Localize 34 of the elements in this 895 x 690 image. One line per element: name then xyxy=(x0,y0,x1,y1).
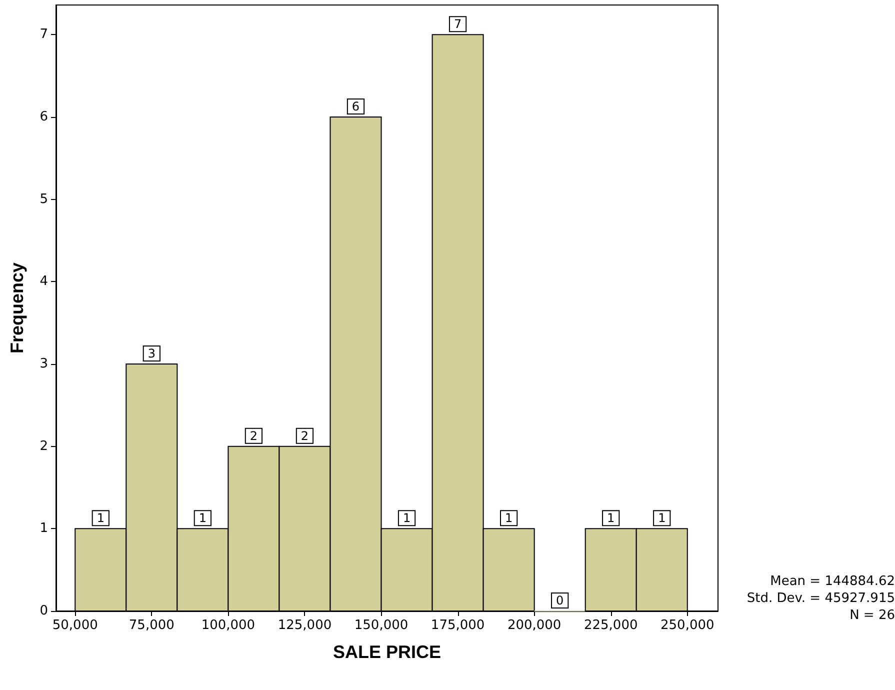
y-tick-label: 3 xyxy=(40,356,48,372)
x-tick-label: 225,000 xyxy=(584,618,638,633)
data-label: 1 xyxy=(96,511,104,526)
text: N = 26 xyxy=(850,608,895,623)
x-tick-label: 150,000 xyxy=(354,618,408,633)
data-label: 6 xyxy=(352,99,360,114)
x-tick-label: 175,000 xyxy=(430,618,485,633)
x-tick-label: 125,000 xyxy=(278,618,332,633)
data-label: 1 xyxy=(198,511,207,526)
data-label: 2 xyxy=(300,428,309,443)
x-tick-label: 100,000 xyxy=(201,618,256,633)
data-label: 2 xyxy=(250,428,258,443)
data-label: 0 xyxy=(556,594,564,608)
data-label: 1 xyxy=(607,511,615,526)
x-tick-label: 75,000 xyxy=(128,618,174,633)
data-label: 7 xyxy=(454,17,462,32)
text: Std. Dev. = 45927.915 xyxy=(746,591,895,606)
y-tick-label: 2 xyxy=(40,438,48,454)
x-tick-label: 250,000 xyxy=(660,618,714,633)
data-label: 1 xyxy=(658,511,666,526)
x-axis-title: SALE PRICE xyxy=(332,642,442,662)
y-tick-label: 7 xyxy=(40,27,48,42)
x-tick-label: 50,000 xyxy=(52,618,98,633)
y-tick-label: 4 xyxy=(40,274,48,290)
text: Mean = 144884.62 xyxy=(770,574,895,589)
y-tick-label: 5 xyxy=(40,192,48,207)
y-tick-label: 6 xyxy=(40,109,48,124)
y-tick-label: 0 xyxy=(40,604,48,618)
y-axis-title: Frequency xyxy=(7,262,27,354)
y-tick-label: 1 xyxy=(40,521,48,536)
data-label: 1 xyxy=(402,511,411,526)
data-label: 3 xyxy=(148,346,156,360)
data-label: 1 xyxy=(504,511,513,526)
x-tick-label: 200,000 xyxy=(507,618,562,633)
